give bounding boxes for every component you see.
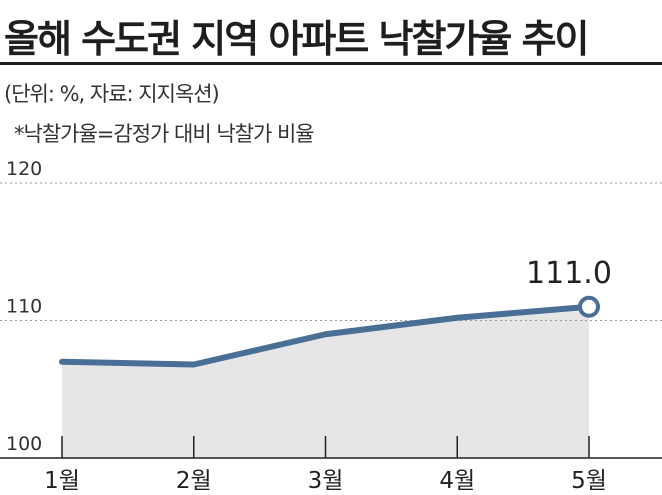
y-tick-label-110: 110 [6,296,42,318]
highlighted-data-point [578,295,600,318]
title-bar: 올해 수도권 지역 아파트 낙찰가율 추이 [0,0,662,61]
y-tick-label-100: 100 [6,433,42,455]
area-fill [62,306,589,458]
data-label-5: 111.0 [526,256,612,291]
y-tick-label-120: 120 [6,158,42,180]
x-tick-label-3: 3월 [308,468,344,494]
x-tick-label-1: 1월 [44,468,80,494]
unit-source-note: (단위: %, 자료: 지지옥션) [4,82,220,106]
title-divider [0,62,662,65]
definition-footnote: *낙찰가율=감정가 대비 낙찰가 비율 [14,122,315,146]
x-tick-label-4: 4월 [439,468,475,494]
chart-title: 올해 수도권 지역 아파트 낙찰가율 추이 [4,17,590,61]
x-tick-label-2: 2월 [176,468,212,494]
x-tick-label-5: 5월 [571,468,607,494]
